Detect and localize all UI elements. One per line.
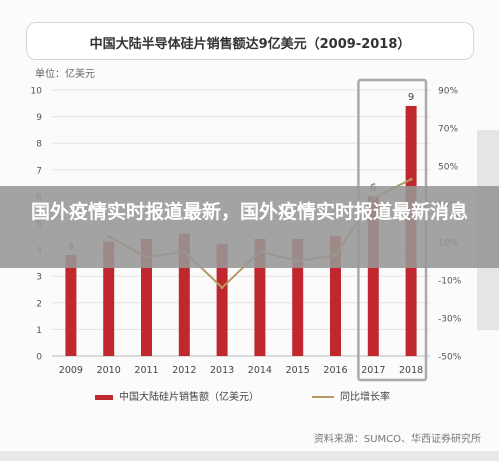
y-left-tick-label: 9 <box>36 113 42 123</box>
y-left-tick-label: 8 <box>36 140 42 150</box>
x-tick-label: 2015 <box>286 365 310 376</box>
chart-title: 中国大陆半导体硅片销售额达9亿美元（2009-2018） <box>89 37 411 52</box>
chart-title-box: 中国大陆半导体硅片销售额达9亿美元（2009-2018） <box>26 22 474 60</box>
y-right-tick-label: -10% <box>438 277 462 287</box>
bar <box>292 238 304 356</box>
bar <box>178 233 190 356</box>
bar <box>65 254 77 356</box>
y-left-tick-label: 7 <box>36 166 42 176</box>
x-tick-label: 2014 <box>248 365 272 376</box>
legend-label-growth: 同比增长率 <box>340 392 390 403</box>
background-strip-bottom <box>0 451 499 461</box>
x-tick-label: 2010 <box>97 365 121 376</box>
source-note: 资料来源：SUMCO、华西证券研究所 <box>313 434 481 445</box>
y-right-tick-label: 50% <box>438 163 458 173</box>
growth-point <box>220 286 224 290</box>
unit-label: 单位：亿美元 <box>35 69 95 80</box>
y-right-tick-label: 90% <box>438 87 458 97</box>
x-tick-label: 2018 <box>399 365 423 376</box>
overlay-banner: 国外疫情实时报道最新，国外疫情实时报道最新消息 <box>0 186 499 268</box>
bar <box>141 238 152 356</box>
y-left-tick-label: 2 <box>36 299 42 309</box>
legend-swatch-bar <box>95 394 113 400</box>
x-tick-label: 2017 <box>361 365 385 376</box>
legend-item-sales: 中国大陆硅片销售额（亿美元） <box>95 388 259 403</box>
legend: 中国大陆硅片销售额（亿美元） 同比增长率 <box>0 388 499 406</box>
y-right-tick-label: -50% <box>438 353 462 363</box>
legend-swatch-line <box>312 396 334 398</box>
legend-item-growth: 同比增长率 <box>312 388 390 403</box>
y-left-tick-label: 0 <box>36 353 42 363</box>
x-tick-label: 2009 <box>59 365 83 376</box>
y-left-tick-label: 10 <box>31 87 43 97</box>
bar <box>254 238 266 356</box>
x-tick-label: 2012 <box>172 365 196 376</box>
bar <box>103 241 115 356</box>
legend-label-sales: 中国大陆硅片销售额（亿美元） <box>119 392 259 403</box>
banner-text: 国外疫情实时报道最新，国外疫情实时报道最新消息 <box>30 201 468 223</box>
x-tick-label: 2013 <box>210 365 234 376</box>
bar <box>330 236 341 356</box>
y-left-tick-label: 1 <box>36 326 42 336</box>
bar-data-label: 9 <box>408 92 414 103</box>
growth-point <box>409 177 413 181</box>
y-left-tick-label: 3 <box>36 273 42 283</box>
x-tick-label: 2016 <box>323 365 347 376</box>
bar <box>367 196 379 356</box>
y-right-tick-label: -30% <box>438 315 462 325</box>
y-right-tick-label: 70% <box>438 125 458 135</box>
bar <box>216 244 228 356</box>
x-tick-label: 2011 <box>134 365 158 376</box>
